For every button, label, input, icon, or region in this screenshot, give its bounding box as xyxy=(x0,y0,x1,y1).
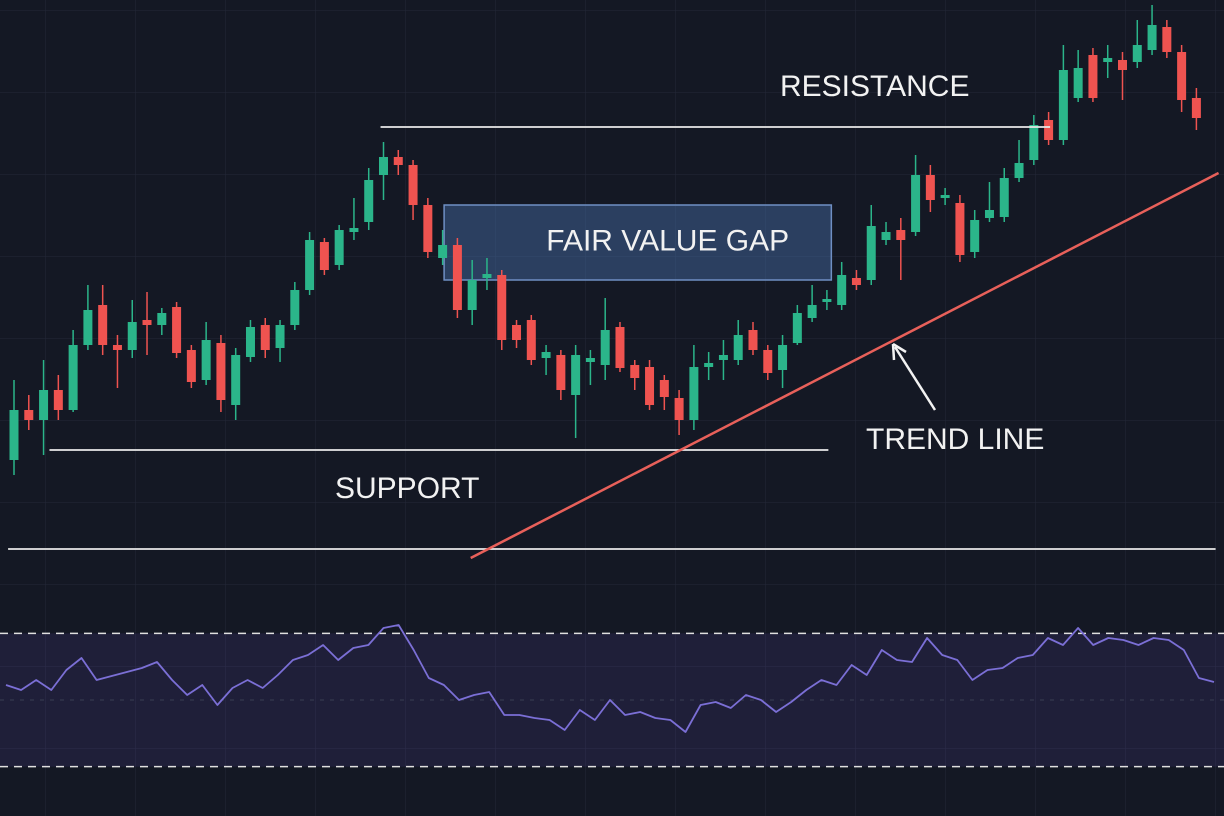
candle-body xyxy=(526,320,536,360)
candle-body xyxy=(896,230,906,240)
candle-body xyxy=(112,345,122,350)
candle-body xyxy=(1191,98,1201,118)
candle-body xyxy=(1118,60,1127,70)
candle-body xyxy=(955,203,965,255)
arrow xyxy=(893,346,937,411)
candle-body xyxy=(275,325,285,348)
candle-body xyxy=(9,410,19,460)
candle-body xyxy=(1147,25,1157,50)
candle-body xyxy=(748,330,758,350)
candle-body xyxy=(556,355,566,390)
candle-body xyxy=(763,350,773,373)
candle-body xyxy=(615,327,625,368)
candle-body xyxy=(940,195,950,198)
candle-body xyxy=(822,299,832,302)
candle-body xyxy=(393,157,403,165)
candle-body xyxy=(1073,68,1083,98)
candle-body xyxy=(319,242,329,270)
candle-body xyxy=(157,313,167,325)
candle-body xyxy=(98,305,108,345)
candle-body xyxy=(1132,45,1142,62)
candle-body xyxy=(349,228,359,232)
candle-body xyxy=(482,274,492,278)
support-label: SUPPORT xyxy=(335,472,479,505)
candle-body xyxy=(201,340,211,380)
fvg-label: FAIR VALUE GAP xyxy=(546,224,789,257)
candle-body xyxy=(600,330,610,365)
candle-body xyxy=(1088,55,1098,98)
annotations: RESISTANCE SUPPORT TREND LINE xyxy=(335,70,1044,505)
candle-body xyxy=(1014,163,1024,178)
candle-body xyxy=(245,327,255,357)
candle-body xyxy=(83,310,93,345)
price-panel: FAIR VALUE GAP xyxy=(8,5,1220,560)
candle-body xyxy=(674,398,684,420)
candle-body xyxy=(334,230,344,265)
candle-body xyxy=(53,390,63,410)
candle-body xyxy=(172,307,182,353)
candle-body xyxy=(837,275,847,305)
trend-line-label: TREND LINE xyxy=(866,423,1044,456)
candle-body xyxy=(911,175,921,232)
candle-body xyxy=(733,335,743,360)
candle-body xyxy=(585,358,595,362)
candle-body xyxy=(364,180,374,222)
candle-body xyxy=(970,220,980,252)
candle-body xyxy=(24,410,34,420)
candle-body xyxy=(39,390,49,420)
arrow-head xyxy=(891,342,907,361)
candle-body xyxy=(1103,58,1113,62)
candle-body xyxy=(881,232,891,240)
candle-body xyxy=(645,367,655,405)
fvg-zone xyxy=(443,204,833,281)
candle-body xyxy=(408,165,418,205)
candle-body xyxy=(216,343,226,400)
candle-body xyxy=(866,226,876,280)
candle-body xyxy=(305,240,315,290)
candle-body xyxy=(541,352,551,358)
candle-body xyxy=(68,345,78,410)
candle-body xyxy=(1044,120,1054,140)
candle-body xyxy=(1029,125,1039,160)
candle-body xyxy=(1177,52,1187,100)
candle-body xyxy=(571,355,581,395)
candle-body xyxy=(778,345,788,370)
candle-body xyxy=(512,325,522,340)
candle-body xyxy=(925,175,935,200)
candle-body xyxy=(718,355,728,360)
candle-body xyxy=(984,210,994,218)
candle-body xyxy=(438,245,448,258)
candle-body xyxy=(792,313,802,343)
candle-body xyxy=(127,322,137,350)
candle-body xyxy=(851,278,861,285)
candle-body xyxy=(999,178,1009,217)
candle-body xyxy=(260,325,270,350)
oscillator-line xyxy=(5,624,1215,733)
resistance-label: RESISTANCE xyxy=(780,70,969,103)
candle-body xyxy=(467,280,477,310)
candle-body xyxy=(1058,70,1068,140)
candle-body xyxy=(290,290,300,325)
candle-body xyxy=(704,363,714,367)
candle-body xyxy=(231,355,241,405)
candle-body xyxy=(630,365,640,378)
candle-body xyxy=(423,205,433,252)
candle-body xyxy=(142,320,152,325)
candle-body xyxy=(379,157,388,175)
candle-body xyxy=(807,305,817,318)
candle-body xyxy=(689,367,699,420)
candle-body xyxy=(659,380,669,397)
candle-body xyxy=(186,350,196,382)
candle-body xyxy=(497,275,507,340)
candle-body xyxy=(1162,27,1172,52)
trend-line xyxy=(470,171,1220,560)
oscillator-panel xyxy=(0,624,1224,768)
candle-body xyxy=(452,245,462,310)
